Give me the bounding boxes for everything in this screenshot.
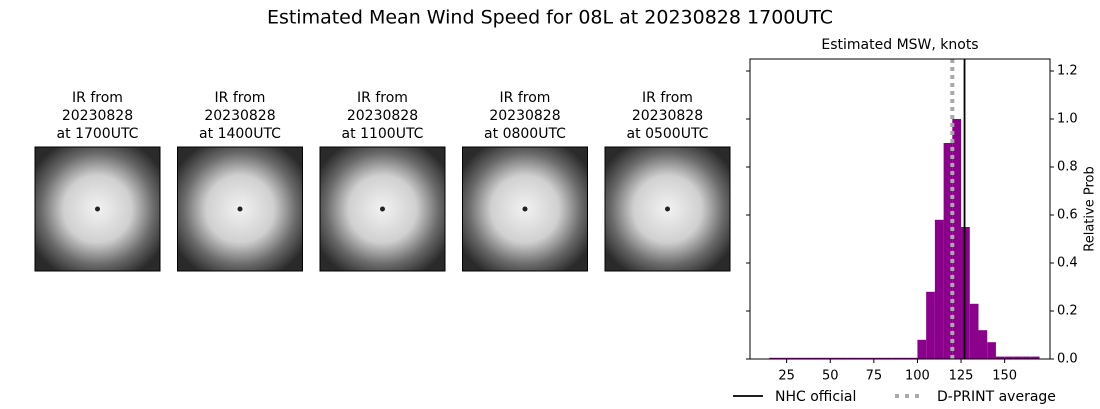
bar [856,357,866,359]
panel-caption: IR from [642,90,693,106]
bar [777,357,787,359]
bar [795,357,805,359]
panel-caption: 20230828 [347,108,418,124]
storm-eye [95,206,100,212]
x-tick-label: 75 [866,369,883,384]
legend-label: NHC official [775,389,856,405]
bar [900,357,909,359]
bar [847,357,857,359]
bar [987,342,996,359]
bar [926,291,935,359]
bar [917,339,927,359]
bar [952,119,962,359]
bar [873,357,883,359]
storm-eye [380,206,385,212]
bar [804,357,813,359]
bar [1013,356,1023,359]
y-tick-label: 0.0 [1057,352,1078,367]
x-tick-label: 25 [778,369,795,384]
x-tick-label: 50 [822,369,839,384]
bar [838,357,848,359]
storm-eye [237,206,243,212]
panel-caption: at 1700UTC [57,126,139,142]
bar [812,357,822,359]
legend-label: D-PRINT average [937,389,1056,405]
y-tick-label: 1.2 [1057,64,1078,79]
bar [908,357,918,359]
bar [995,356,1005,359]
y-tick-label: 0.2 [1057,304,1078,319]
bar [969,303,979,359]
chart-title: Estimated MSW, knots [821,37,978,53]
panel-caption: IR from [500,90,551,106]
bar [769,357,778,359]
panel-caption: 20230828 [632,108,703,124]
panel-caption: IR from [72,90,123,106]
y-tick-label: 1.0 [1057,112,1078,127]
bar [1004,356,1014,359]
x-tick-label: 150 [992,369,1017,384]
panel-caption: 20230828 [62,108,133,124]
bar [830,357,839,359]
panel-caption: at 1400UTC [199,126,281,142]
storm-eye [665,206,670,212]
panel-caption: IR from [357,90,408,106]
plot-frame [749,58,1051,360]
panel-caption: at 1100UTC [342,126,424,142]
panel-caption: 20230828 [489,108,560,124]
panel-caption: IR from [215,90,266,106]
bar [882,357,892,359]
bar [934,219,944,359]
x-tick-label: 125 [949,369,974,384]
panel-caption: at 0500UTC [627,126,709,142]
panel-caption: 20230828 [204,108,275,124]
bar [978,330,988,359]
page-title: Estimated Mean Wind Speed for 08L at 202… [267,7,833,29]
panel-caption: at 0800UTC [484,126,566,142]
storm-eye [522,206,528,212]
bar [891,357,900,359]
bar [821,357,831,359]
bar [1022,356,1031,359]
bar [1030,356,1040,359]
y-tick-label: 0.4 [1057,256,1078,271]
bar [943,143,953,359]
y-tick-label: 0.6 [1057,208,1078,223]
bar [865,357,874,359]
bar [786,357,796,359]
y-tick-label: 0.8 [1057,160,1078,175]
y-axis-label: Relative Prob [1083,166,1098,251]
x-tick-label: 100 [905,369,930,384]
